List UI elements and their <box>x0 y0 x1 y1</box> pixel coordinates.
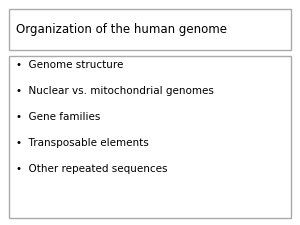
Text: •  Transposable elements: • Transposable elements <box>16 138 149 148</box>
Text: •  Genome structure: • Genome structure <box>16 60 124 70</box>
Text: •  Other repeated sequences: • Other repeated sequences <box>16 164 168 174</box>
Text: Organization of the human genome: Organization of the human genome <box>16 23 227 36</box>
FancyBboxPatch shape <box>9 56 291 218</box>
Text: •  Nuclear vs. mitochondrial genomes: • Nuclear vs. mitochondrial genomes <box>16 86 214 96</box>
FancyBboxPatch shape <box>9 9 291 50</box>
Text: •  Gene families: • Gene families <box>16 112 101 122</box>
